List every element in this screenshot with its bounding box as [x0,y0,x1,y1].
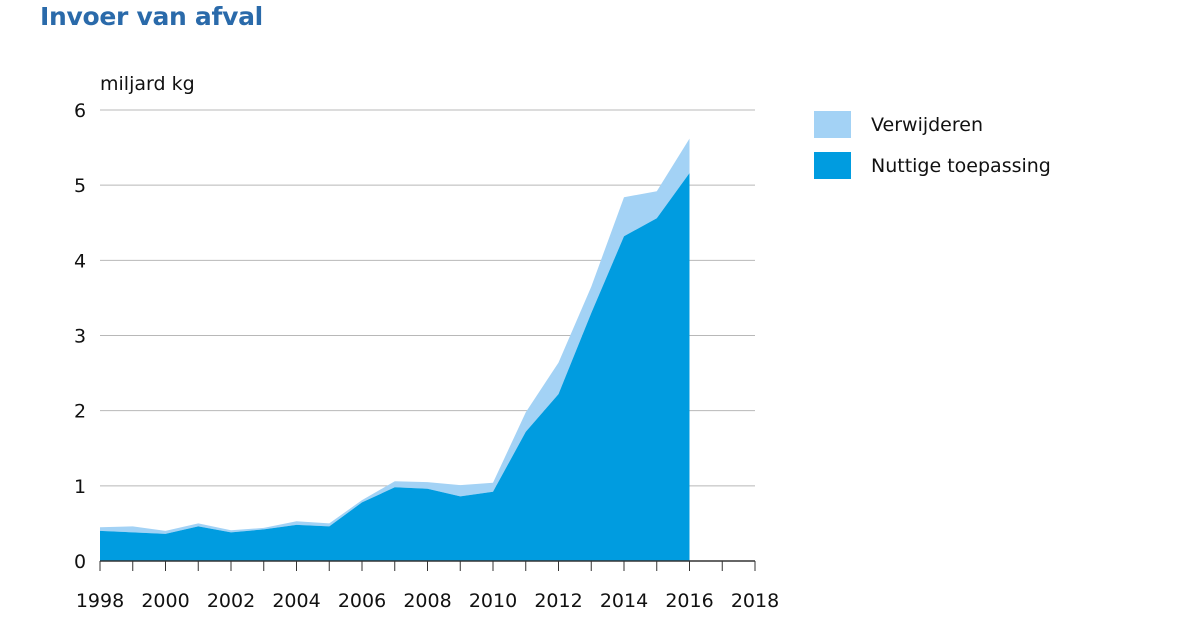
x-tick-label: 2018 [731,590,779,612]
x-tick-label: 2002 [207,590,255,612]
legend-swatch [814,111,851,138]
x-tick-label: 2000 [141,590,189,612]
legend-label: Verwijderen [871,114,983,136]
axes: 1998 2000 2002 2004 2006 2008 2010 2012 2014 2016… [76,560,779,612]
x-tick-label: 2008 [403,590,451,612]
area-series [100,138,690,561]
area-nuttige-toepassing [100,173,690,561]
x-tick-label: 2006 [338,590,386,612]
legend: Verwijderen Nuttige toepassing [814,111,1051,179]
y-tick-label: 5 [74,175,86,197]
chart-title: Invoer van afval [40,2,263,31]
y-tick-label: 6 [74,100,86,122]
x-tick-label: 2012 [534,590,582,612]
y-tick-label: 4 [74,250,86,272]
y-tick-label: 3 [74,326,86,348]
legend-label: Nuttige toepassing [871,155,1051,177]
x-tick-label: 2004 [272,590,320,612]
area-verwijderen [100,138,690,534]
y-tick-label: 2 [74,401,86,423]
x-tick-label: 2014 [600,590,648,612]
x-tick-label: 2016 [665,590,713,612]
y-axis-unit-label: miljard kg [100,73,195,95]
x-tick-label: 1998 [76,590,124,612]
legend-swatch [814,152,851,179]
x-tick-label: 2010 [469,590,517,612]
y-tick-label: 0 [74,551,86,573]
y-tick-label: 1 [74,476,86,498]
